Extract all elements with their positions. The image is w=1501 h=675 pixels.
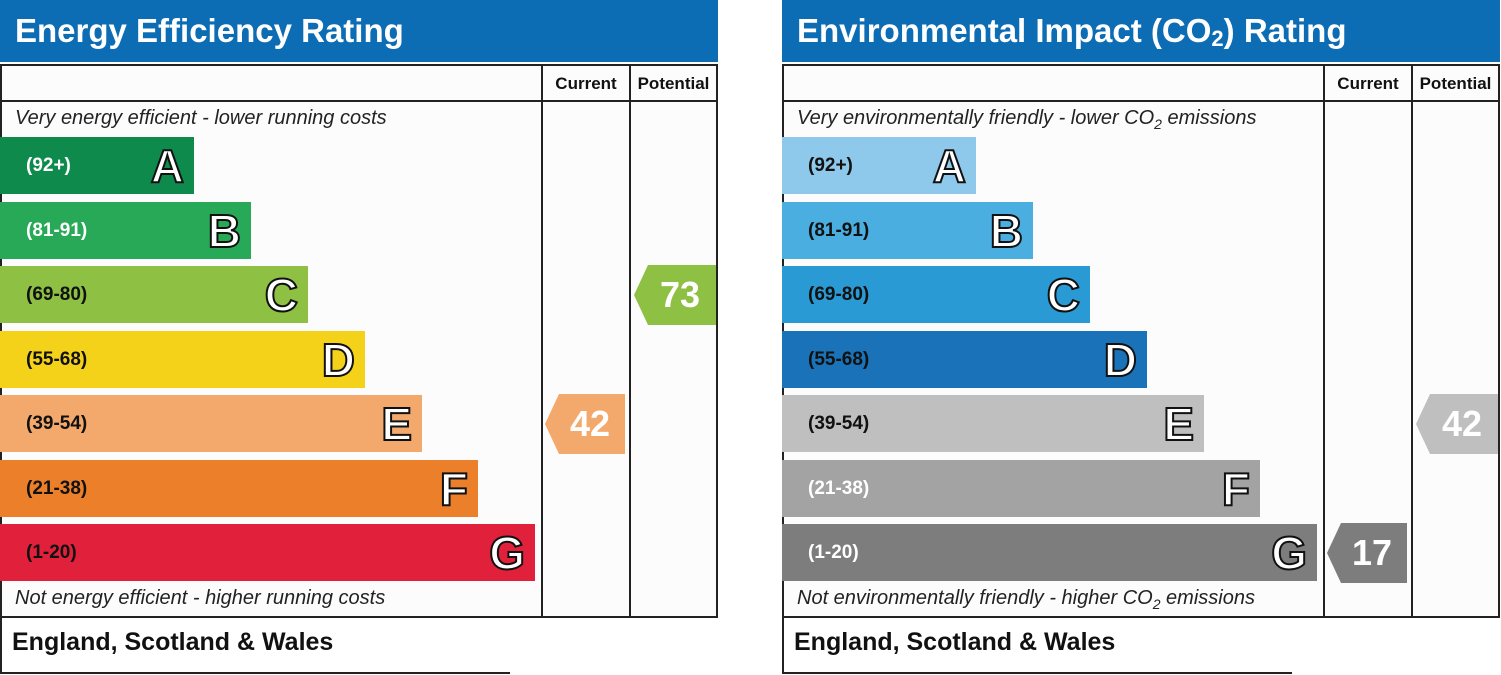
band-range-label: (1-20) bbox=[26, 542, 77, 563]
potential-rating-value: 73 bbox=[659, 273, 701, 315]
band-letter: D bbox=[321, 333, 356, 387]
potential-column-header: Potential bbox=[1419, 74, 1492, 93]
band-range-label: (21-38) bbox=[26, 477, 88, 499]
footer-region: England, Scotland & Wales bbox=[12, 628, 334, 656]
band-e: (39-54) E bbox=[0, 395, 422, 452]
divider bbox=[629, 64, 631, 618]
band-letter: B bbox=[207, 204, 242, 258]
potential-column-header: Potential bbox=[637, 74, 710, 93]
band-g: (1-20) G bbox=[0, 524, 535, 581]
band-d: (55-68) D bbox=[782, 330, 1147, 388]
band-letter: C bbox=[264, 268, 299, 322]
band-range-label: (39-54) bbox=[808, 413, 870, 434]
band-b: (81-91) B bbox=[0, 201, 251, 259]
band-letter: F bbox=[1221, 462, 1251, 516]
band-range-label: (81-91) bbox=[26, 219, 88, 241]
band-letter: B bbox=[989, 204, 1024, 258]
current-rating-value: 42 bbox=[569, 402, 611, 444]
band-a: (92+) A bbox=[782, 137, 976, 194]
divider bbox=[541, 64, 543, 618]
top-note: Very environmentally friendly - lower CO… bbox=[797, 107, 1257, 132]
footer-box bbox=[782, 618, 1292, 674]
band-letter: E bbox=[380, 397, 413, 451]
band-range-label: (55-68) bbox=[26, 348, 88, 370]
top-note: Very energy efficient - lower running co… bbox=[15, 107, 387, 129]
band-range-label: (92+) bbox=[808, 155, 853, 176]
bottom-note: Not energy efficient - higher running co… bbox=[15, 587, 386, 609]
band-a: (92+) A bbox=[0, 137, 194, 194]
band-range-label: (55-68) bbox=[808, 348, 870, 370]
band-f: (21-38) F bbox=[0, 459, 478, 517]
band-d: (55-68) D bbox=[0, 330, 365, 388]
footer-box bbox=[0, 618, 510, 674]
band-range-label: (92+) bbox=[26, 155, 71, 176]
potential-rating-value: 42 bbox=[1441, 402, 1483, 444]
current-column-header: Current bbox=[1337, 74, 1399, 93]
footer-region: England, Scotland & Wales bbox=[794, 628, 1116, 656]
energy-efficiency-panel: Energy Efficiency Rating Current Potenti… bbox=[0, 0, 718, 675]
band-g: (1-20) G bbox=[782, 524, 1317, 581]
divider bbox=[0, 100, 718, 102]
band-range-label: (21-38) bbox=[808, 477, 870, 499]
divider bbox=[1323, 64, 1325, 618]
band-letter: F bbox=[439, 462, 469, 516]
band-letter: C bbox=[1046, 268, 1081, 322]
band-range-label: (39-54) bbox=[26, 413, 88, 434]
potential-rating-arrow: 73 bbox=[634, 264, 716, 325]
potential-rating-arrow: 42 bbox=[1416, 393, 1498, 454]
band-c: (69-80) C bbox=[782, 266, 1090, 323]
band-letter: A bbox=[150, 139, 185, 193]
current-rating-value: 17 bbox=[1351, 531, 1393, 573]
band-letter: G bbox=[488, 526, 526, 580]
band-letter: G bbox=[1270, 526, 1308, 580]
band-c: (69-80) C bbox=[0, 266, 308, 323]
bottom-note: Not environmentally friendly - higher CO… bbox=[797, 587, 1255, 612]
divider bbox=[1411, 64, 1413, 618]
current-rating-arrow: 42 bbox=[545, 393, 625, 454]
band-letter: E bbox=[1162, 397, 1195, 451]
current-column-header: Current bbox=[555, 74, 617, 93]
divider bbox=[782, 100, 1500, 102]
current-rating-arrow: 17 bbox=[1327, 522, 1407, 583]
band-range-label: (81-91) bbox=[808, 219, 870, 241]
environmental-impact-panel: Environmental Impact (CO2) Rating Curren… bbox=[782, 0, 1500, 675]
band-e: (39-54) E bbox=[782, 395, 1204, 452]
panel-title: Energy Efficiency Rating bbox=[0, 0, 718, 62]
band-range-label: (1-20) bbox=[808, 542, 859, 563]
panel-title: Environmental Impact (CO2) Rating bbox=[782, 0, 1500, 62]
band-f: (21-38) F bbox=[782, 459, 1260, 517]
band-letter: A bbox=[932, 139, 967, 193]
band-letter: D bbox=[1103, 333, 1138, 387]
band-range-label: (69-80) bbox=[808, 284, 870, 305]
band-b: (81-91) B bbox=[782, 201, 1033, 259]
band-range-label: (69-80) bbox=[26, 284, 88, 305]
